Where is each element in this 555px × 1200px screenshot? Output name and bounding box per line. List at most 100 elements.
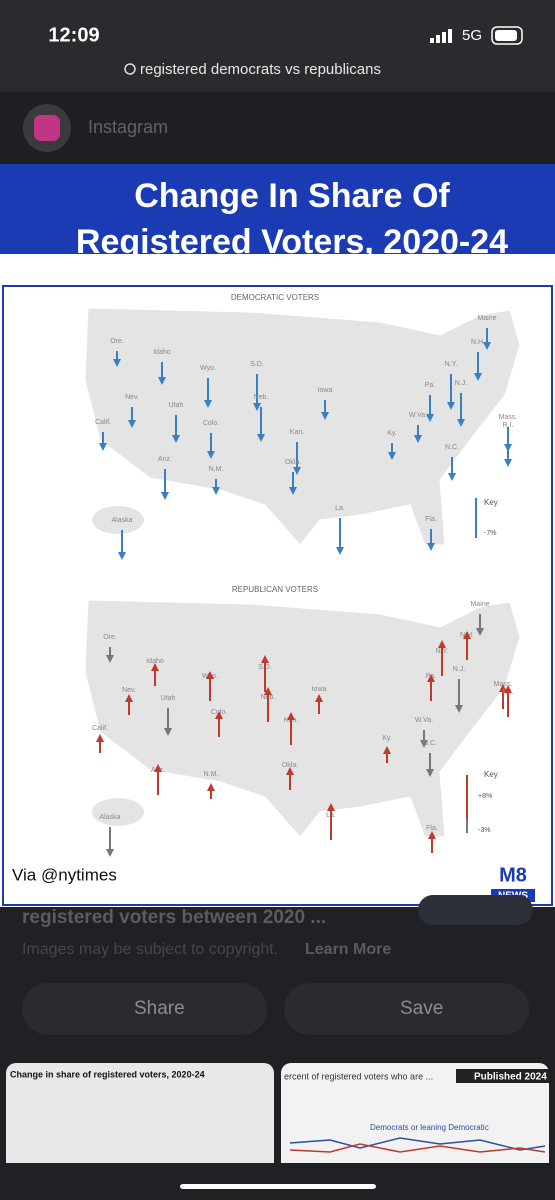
arrow-head — [215, 711, 223, 719]
thumbnail[interactable] — [6, 1063, 274, 1173]
arrow-head — [504, 685, 512, 693]
arrow-head — [287, 712, 295, 720]
arrow-head — [207, 783, 215, 791]
learn-more[interactable]: Learn More — [305, 941, 391, 958]
state-label: W.Va. — [415, 717, 433, 724]
instagram-icon — [34, 115, 60, 141]
state-label: S.D. — [250, 361, 264, 368]
save-button[interactable] — [284, 983, 529, 1035]
badge: Published 2024 — [474, 1072, 547, 1083]
arrow-head — [420, 740, 428, 748]
arrow-head — [504, 459, 512, 467]
state-label: N.J. — [453, 666, 466, 673]
caption-title[interactable]: registered voters between 2020 ... — [22, 907, 326, 928]
arrow-head — [206, 671, 214, 679]
title-banner — [0, 164, 555, 254]
state-label: Utah — [169, 402, 184, 409]
arrow-head — [172, 435, 180, 443]
state-label: Okla. — [285, 459, 301, 466]
arrow-head — [474, 373, 482, 381]
state-label: Ore. — [103, 634, 117, 641]
arrow-head — [447, 402, 455, 410]
signal — [430, 29, 452, 43]
arrow-head — [118, 552, 126, 560]
state-label: Ky. — [387, 430, 397, 437]
state-label: Alaska — [99, 814, 120, 821]
image-title: Registered Voters, 2020-24 — [76, 223, 508, 261]
time: 12:09 — [48, 24, 99, 46]
thumbnail-title: ercent of registered voters who are ... — [284, 1071, 433, 1081]
state-label: Calif. — [95, 419, 111, 426]
arrow-head — [483, 342, 491, 350]
arrow-head — [158, 377, 166, 385]
arrow-head — [327, 803, 335, 811]
arrow-head — [427, 543, 435, 551]
copyright-note: Images may be subject to copyright. — [22, 941, 278, 958]
arrow-head — [315, 694, 323, 702]
state-label: Ky. — [382, 735, 392, 742]
arrow-head — [457, 419, 465, 427]
arrow-head — [336, 547, 344, 555]
top-bar — [0, 0, 555, 92]
arrow-head — [383, 746, 391, 754]
state-label: Fla. — [426, 825, 438, 832]
state-label: Iowa — [318, 387, 333, 394]
state-label: Neb. — [254, 394, 269, 401]
state-label: Kan. — [290, 429, 304, 436]
state-label: La. — [335, 505, 345, 512]
key-title: Key — [484, 770, 498, 779]
visit-button[interactable] — [418, 895, 533, 925]
state-label: Maine — [477, 315, 496, 322]
state-label: Wyo. — [200, 365, 216, 372]
arrow-head — [463, 631, 471, 639]
state-label: N.M. — [209, 466, 224, 473]
arrow-head — [264, 687, 272, 695]
map-heading: DEMOCRATIC VOTERS — [231, 293, 319, 302]
bottom-bar — [0, 1163, 555, 1200]
arrow-head — [125, 694, 133, 702]
arrow-head — [106, 655, 114, 663]
arrow-head — [204, 400, 212, 408]
state-label: W.Va. — [409, 412, 427, 419]
state-label: N.Y. — [445, 361, 458, 368]
logo: M8 — [499, 864, 527, 886]
arrow-head — [151, 663, 159, 671]
arrow-head — [428, 831, 436, 839]
state-label: Maine — [470, 601, 489, 608]
save-label[interactable]: Save — [400, 998, 443, 1019]
state-label: Pa. — [425, 382, 436, 389]
battery — [491, 26, 523, 45]
state-label: Nev. — [125, 394, 139, 401]
share-label[interactable]: Share — [134, 998, 185, 1019]
state-label: N.H. — [471, 339, 485, 346]
arrow-head — [448, 473, 456, 481]
home-indicator — [180, 1184, 376, 1189]
line-label: Democrats or leaning Democratic — [370, 1123, 489, 1132]
arrow-head — [476, 628, 484, 636]
map-heading: REPUBLICAN VOTERS — [232, 585, 318, 594]
state-label: Okla. — [282, 762, 298, 769]
key-label: +8% — [478, 793, 492, 800]
state-label: Calif. — [92, 725, 108, 732]
arrow-head — [207, 451, 215, 459]
arrow-head — [128, 420, 136, 428]
share-button[interactable] — [22, 983, 267, 1035]
arrow-head — [286, 767, 294, 775]
arrow-head — [388, 452, 396, 460]
state-label: Nev. — [122, 687, 136, 694]
arrow-head — [257, 434, 265, 442]
arrow-head — [426, 769, 434, 777]
us-map — [84, 307, 521, 546]
state-label: N.C. — [423, 740, 437, 747]
source-name[interactable]: Instagram — [88, 117, 168, 137]
alaska-map — [92, 506, 144, 534]
state-label: Idaho — [153, 349, 171, 356]
arrow-head — [414, 435, 422, 443]
search-query[interactable]: registered democrats vs republicans — [140, 61, 381, 78]
arrow-head — [438, 640, 446, 648]
image-title: Change In Share Of — [134, 177, 450, 215]
arrow-head — [289, 487, 297, 495]
arrow-head — [293, 467, 301, 475]
